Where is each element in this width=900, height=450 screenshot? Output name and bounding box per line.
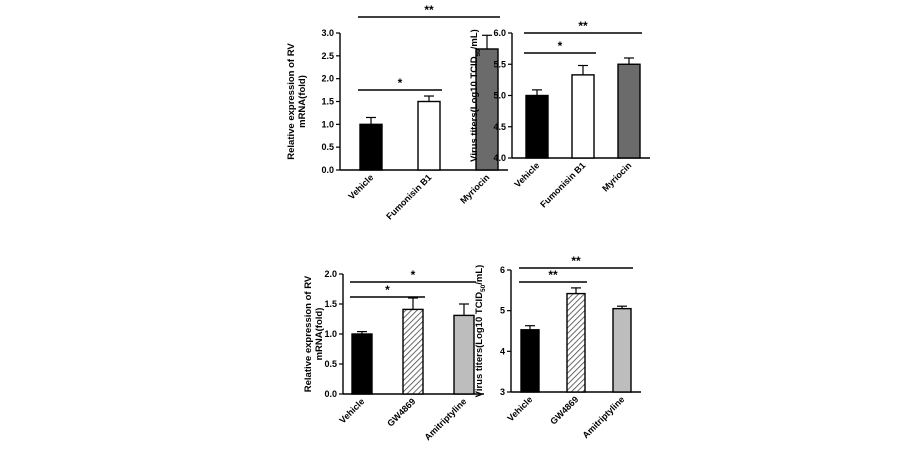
y-tick-label: 0.5 [321, 142, 334, 152]
significance-label: * [411, 268, 416, 282]
significance-label: ** [548, 268, 558, 282]
rv-mrna-expression-chart-top: 0.0 0.5 1.0 1.5 2.0 2.5 3.0 Relative expression… [286, 3, 508, 221]
bar-amitriptyline [612, 307, 632, 393]
bar-gw4869 [402, 308, 424, 395]
bar-gw4869 [566, 292, 586, 393]
category-label: Myriocin [600, 160, 633, 193]
category-label: Amitriptyline [422, 396, 468, 442]
bar-fumonisin-b1 [417, 100, 441, 171]
category-label: GW4869 [548, 394, 580, 426]
y-tick-label: 2.0 [324, 269, 337, 279]
significance-label: * [385, 283, 390, 297]
bar-fumonisin-b1 [571, 74, 595, 159]
y-axis-label: Virus titers(Log10 TCID50/mL) [469, 29, 482, 162]
y-tick-label: 1.5 [324, 299, 337, 309]
virus-titer-chart-bottom: 3 4 5 6 Virus titers(Log10 TCID50/mL) Vehicle… [474, 254, 641, 440]
y-tick-label: 2.0 [321, 74, 334, 84]
significance-label: ** [571, 254, 581, 268]
y-tick-label: 0.0 [321, 165, 334, 175]
y-axis-label: mRNA(fold) [314, 308, 325, 361]
virus-titer-chart-top: 4.0 4.5 5.0 5.5 6.0 Virus titers(Log10 TCID50… [469, 19, 650, 209]
bar-vehicle [520, 329, 540, 393]
y-tick-label: 4 [500, 346, 505, 356]
y-tick-label: 4.0 [493, 153, 506, 163]
category-label: Amitriptyline [580, 394, 626, 440]
y-tick-label: 6.0 [493, 28, 506, 38]
category-label: Fumonisin B1 [384, 172, 433, 221]
significance-label: ** [424, 3, 434, 17]
y-tick-label: 0.0 [324, 389, 337, 399]
category-label: Vehicle [337, 396, 366, 425]
y-tick-label: 5.5 [493, 59, 506, 69]
rv-mrna-expression-chart-bottom: 0.0 0.5 1.0 1.5 2.0 Relative expression of RV… [303, 268, 484, 442]
y-tick-label: 6 [500, 265, 505, 275]
category-label: Vehicle [512, 160, 541, 189]
significance-label: ** [578, 19, 588, 33]
y-axis-label: Virus titers(Log10 TCID50/mL) [474, 265, 487, 398]
y-tick-label: 0.5 [324, 359, 337, 369]
bar-vehicle [351, 333, 373, 395]
y-tick-label: 3 [500, 387, 505, 397]
y-tick-label: 1.0 [324, 329, 337, 339]
y-axis-label: Relative expression of RV [286, 43, 297, 160]
bar-vehicle [359, 123, 383, 171]
significance-label: * [398, 76, 403, 90]
category-label: Fumonisin B1 [538, 160, 587, 209]
y-tick-label: 2.5 [321, 51, 334, 61]
y-tick-label: 1.0 [321, 119, 334, 129]
bar-vehicle [525, 94, 549, 159]
y-tick-label: 1.5 [321, 97, 334, 107]
significance-label: * [558, 39, 563, 53]
y-axis-label: Relative expression of RV [303, 275, 314, 392]
y-tick-label: 3.0 [321, 28, 334, 38]
bar-myriocin [617, 63, 641, 159]
category-label: GW4869 [385, 396, 417, 428]
y-tick-label: 4.5 [493, 122, 506, 132]
y-tick-label: 5.0 [493, 91, 506, 101]
category-label: Vehicle [346, 172, 375, 201]
y-axis-label: mRNA(fold) [297, 75, 308, 128]
category-label: Vehicle [505, 394, 534, 423]
y-tick-label: 5 [500, 306, 505, 316]
